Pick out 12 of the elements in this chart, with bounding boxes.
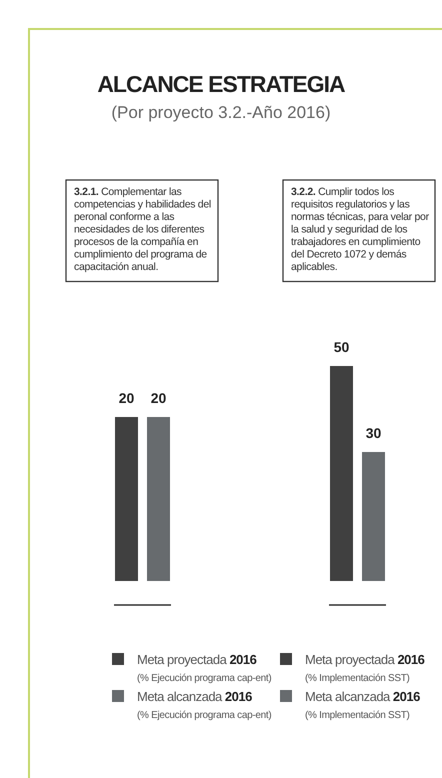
text: ALCANCE ESTRATEGIA	[97, 71, 346, 97]
text: 3.2.1. Complementar las competencias y habilidades del peronal conforme a las necesidades de los diferentes procesos de la compañía en cumplimiento del programa de capacitación anual.	[74, 186, 211, 273]
text: (Por proyecto 3.2.-Año 2016)	[111, 103, 331, 122]
text: 3.2.2. Cumplir todos los requisitos regulatorios y las normas técnicas, para velar por la salud y seguridad de los trabajadores en cumplimiento del Decreto 1072 y demás aplicables.	[291, 186, 430, 273]
legend-label: Meta alcanzada 2016 (% Ejecución programa cap-ent)	[137, 689, 272, 721]
data-label: 30	[366, 425, 382, 441]
legend-label: Meta proyectada 2016 (% Ejecución programa cap-ent)	[137, 652, 272, 684]
data-label: 20	[150, 390, 166, 406]
data-label: 50	[334, 339, 350, 355]
legend-label: Meta alcanzada 2016 (% Implementación SST)	[305, 689, 420, 721]
legend-label: Meta proyectada 2016 (% Implementación SST)	[305, 652, 425, 684]
data-label: 20	[118, 390, 134, 406]
